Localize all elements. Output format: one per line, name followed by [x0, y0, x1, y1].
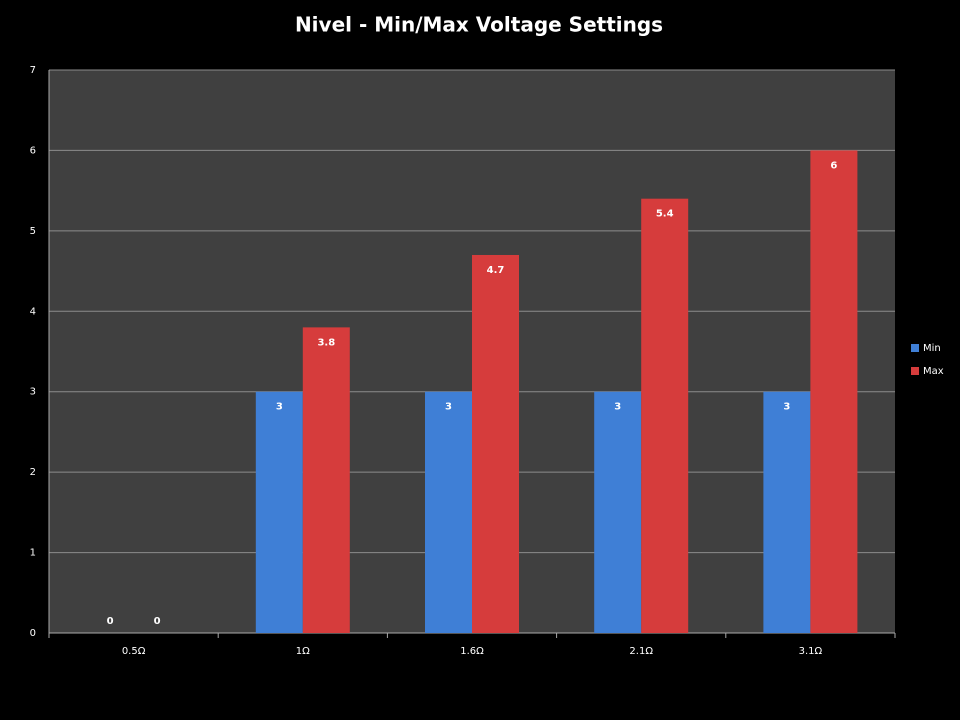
value-label: 3.8 [317, 337, 335, 348]
bar [594, 391, 642, 633]
bar [255, 391, 303, 633]
y-tick-label: 7 [30, 65, 36, 76]
value-label: 5.4 [656, 209, 674, 220]
x-tick-label: 1.6Ω [460, 646, 484, 657]
y-tick-label: 6 [30, 145, 36, 156]
bar [810, 150, 858, 633]
x-tick-label: 2.1Ω [629, 646, 653, 657]
value-label: 4.7 [487, 265, 505, 276]
legend-swatch [911, 367, 919, 375]
y-tick-label: 3 [30, 387, 36, 398]
value-label: 3 [783, 402, 790, 413]
y-tick-label: 1 [30, 548, 36, 559]
value-label: 3 [276, 402, 283, 413]
bar [302, 327, 350, 633]
value-label: 0 [154, 616, 161, 627]
legend-swatch [911, 344, 919, 352]
y-tick-label: 2 [30, 467, 36, 478]
value-label: 0 [107, 616, 114, 627]
x-tick-label: 3.1Ω [799, 646, 823, 657]
value-label: 3 [445, 402, 452, 413]
y-tick-label: 0 [30, 628, 36, 639]
x-tick-label: 0.5Ω [122, 646, 146, 657]
y-tick-label: 4 [30, 306, 36, 317]
value-label: 3 [614, 402, 621, 413]
bar [472, 254, 519, 633]
y-tick-label: 5 [30, 226, 36, 237]
bar [425, 391, 472, 633]
x-tick-label: 1Ω [296, 646, 310, 657]
bar [641, 198, 689, 633]
chart-title: Nivel - Min/Max Voltage Settings [295, 13, 663, 37]
value-label: 6 [830, 160, 837, 171]
legend-label: Max [923, 366, 944, 377]
bar [763, 391, 811, 633]
legend-label: Min [923, 343, 941, 354]
